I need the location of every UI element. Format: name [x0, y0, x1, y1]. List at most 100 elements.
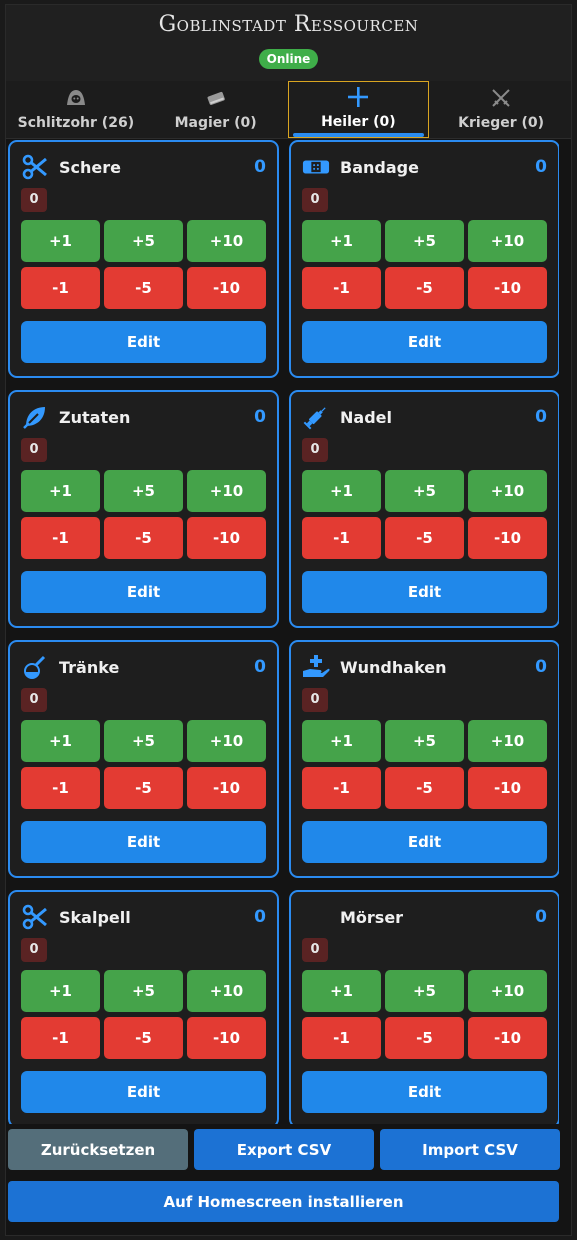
add-1-button[interactable]: +1 — [302, 970, 381, 1012]
subtract-1-button[interactable]: -1 — [21, 517, 100, 559]
scissors-icon — [21, 903, 49, 931]
subtract-5-button[interactable]: -5 — [385, 517, 464, 559]
resource-card-wundhaken: Wundhaken 0 0 +1 +5 +10 -1 -5 -10 Edit — [289, 640, 559, 878]
flask-icon — [21, 653, 49, 681]
scissors-icon — [21, 153, 49, 181]
tab-magier[interactable]: Magier (0) — [146, 81, 286, 138]
hand-medical-icon — [302, 653, 330, 681]
add-5-button[interactable]: +5 — [385, 220, 464, 262]
add-5-button[interactable]: +5 — [104, 970, 183, 1012]
add-10-button[interactable]: +10 — [468, 720, 547, 762]
subtract-1-button[interactable]: -1 — [21, 767, 100, 809]
export-csv-button[interactable]: Export CSV — [194, 1129, 374, 1170]
edit-button[interactable]: Edit — [21, 821, 266, 863]
install-homescreen-button[interactable]: Auf Homescreen installieren — [8, 1181, 559, 1222]
resource-count-badge: 0 — [302, 688, 328, 712]
subtract-1-button[interactable]: -1 — [302, 1017, 381, 1059]
footer-toolbar: Zurücksetzen Export CSV Import CSV Auf H… — [8, 1129, 560, 1222]
resource-card-schere: Schere 0 0 +1 +5 +10 -1 -5 -10 Edit — [8, 140, 279, 378]
add-1-button[interactable]: +1 — [21, 470, 100, 512]
add-5-button[interactable]: +5 — [385, 720, 464, 762]
add-10-button[interactable]: +10 — [187, 470, 266, 512]
subtract-10-button[interactable]: -10 — [187, 767, 266, 809]
subtract-1-button[interactable]: -1 — [302, 517, 381, 559]
add-5-button[interactable]: +5 — [104, 720, 183, 762]
resource-total: 0 — [535, 157, 547, 177]
resource-name: Mörser — [340, 907, 404, 927]
edit-button[interactable]: Edit — [21, 1071, 266, 1113]
add-10-button[interactable]: +10 — [468, 220, 547, 262]
subtract-5-button[interactable]: -5 — [104, 767, 183, 809]
resource-total: 0 — [254, 157, 266, 177]
subtract-5-button[interactable]: -5 — [104, 517, 183, 559]
subtract-5-button[interactable]: -5 — [104, 267, 183, 309]
blank-icon — [302, 903, 330, 931]
subtract-1-button[interactable]: -1 — [302, 267, 381, 309]
tab-label: Heiler (0) — [321, 114, 396, 130]
resource-count-badge: 0 — [21, 438, 47, 462]
subtract-10-button[interactable]: -10 — [187, 517, 266, 559]
add-5-button[interactable]: +5 — [104, 220, 183, 262]
subtract-1-button[interactable]: -1 — [302, 767, 381, 809]
tab-bar: Schlitzohr (26) Magier (0) Heiler (0) Kr… — [6, 81, 571, 139]
edit-button[interactable]: Edit — [21, 321, 266, 363]
cross-icon — [347, 86, 369, 108]
subtract-10-button[interactable]: -10 — [187, 1017, 266, 1059]
subtract-5-button[interactable]: -5 — [104, 1017, 183, 1059]
resource-name: Tränke — [59, 657, 120, 677]
edit-button[interactable]: Edit — [21, 571, 266, 613]
resource-card-moerser: Mörser 0 0 +1 +5 +10 -1 -5 -10 Edit — [289, 890, 559, 1124]
add-1-button[interactable]: +1 — [21, 970, 100, 1012]
resource-card-zutaten: Zutaten 0 0 +1 +5 +10 -1 -5 -10 Edit — [8, 390, 279, 628]
tab-label: Schlitzohr (26) — [17, 115, 135, 131]
resource-name: Schere — [59, 157, 121, 177]
add-1-button[interactable]: +1 — [21, 220, 100, 262]
resource-card-skalpell: Skalpell 0 0 +1 +5 +10 -1 -5 -10 Edit — [8, 890, 279, 1124]
header: Goblinstadt Ressourcen Online — [6, 5, 571, 81]
tab-heiler[interactable]: Heiler (0) — [287, 81, 430, 138]
add-5-button[interactable]: +5 — [385, 970, 464, 1012]
subtract-10-button[interactable]: -10 — [468, 767, 547, 809]
add-5-button[interactable]: +5 — [104, 470, 183, 512]
tab-schlitzohr[interactable]: Schlitzohr (26) — [6, 81, 146, 138]
add-5-button[interactable]: +5 — [385, 470, 464, 512]
add-10-button[interactable]: +10 — [468, 470, 547, 512]
subtract-1-button[interactable]: -1 — [21, 1017, 100, 1059]
resource-card-bandage: Bandage 0 0 +1 +5 +10 -1 -5 -10 Edit — [289, 140, 559, 378]
resource-card-traenke: Tränke 0 0 +1 +5 +10 -1 -5 -10 Edit — [8, 640, 279, 878]
subtract-5-button[interactable]: -5 — [385, 267, 464, 309]
subtract-10-button[interactable]: -10 — [468, 1017, 547, 1059]
tab-krieger[interactable]: Krieger (0) — [431, 81, 571, 138]
add-10-button[interactable]: +10 — [187, 720, 266, 762]
edit-button[interactable]: Edit — [302, 1071, 547, 1113]
subtract-5-button[interactable]: -5 — [385, 767, 464, 809]
bandage-icon — [302, 153, 330, 181]
subtract-10-button[interactable]: -10 — [468, 267, 547, 309]
tab-label: Magier (0) — [174, 115, 257, 131]
resource-name: Bandage — [340, 157, 419, 177]
resource-name: Nadel — [340, 407, 392, 427]
import-csv-button[interactable]: Import CSV — [380, 1129, 560, 1170]
add-1-button[interactable]: +1 — [302, 220, 381, 262]
add-10-button[interactable]: +10 — [187, 220, 266, 262]
resource-count-badge: 0 — [302, 438, 328, 462]
subtract-1-button[interactable]: -1 — [21, 267, 100, 309]
edit-button[interactable]: Edit — [302, 821, 547, 863]
add-1-button[interactable]: +1 — [302, 720, 381, 762]
add-1-button[interactable]: +1 — [302, 470, 381, 512]
reset-button[interactable]: Zurücksetzen — [8, 1129, 188, 1170]
add-1-button[interactable]: +1 — [21, 720, 100, 762]
subtract-5-button[interactable]: -5 — [385, 1017, 464, 1059]
add-10-button[interactable]: +10 — [468, 970, 547, 1012]
subtract-10-button[interactable]: -10 — [187, 267, 266, 309]
resource-count-badge: 0 — [21, 938, 47, 962]
subtract-10-button[interactable]: -10 — [468, 517, 547, 559]
status-badge: Online — [258, 49, 319, 69]
resource-count-badge: 0 — [302, 188, 328, 212]
tab-label: Krieger (0) — [458, 115, 545, 131]
resource-total: 0 — [535, 657, 547, 677]
edit-button[interactable]: Edit — [302, 321, 547, 363]
edit-button[interactable]: Edit — [302, 571, 547, 613]
add-10-button[interactable]: +10 — [187, 970, 266, 1012]
book-icon — [205, 87, 227, 109]
